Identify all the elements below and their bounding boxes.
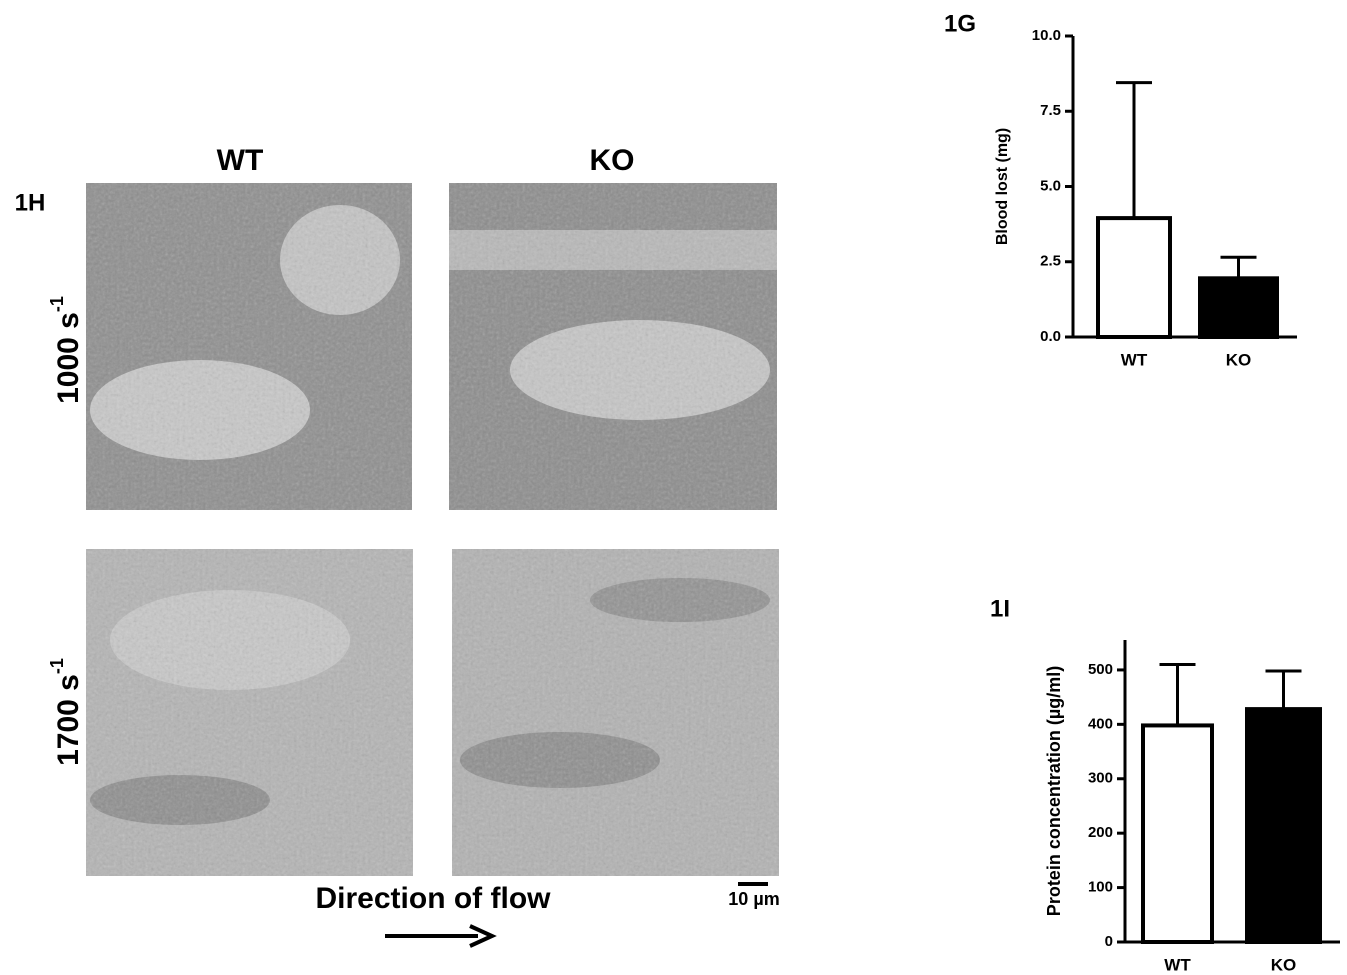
chart-title: 1G	[944, 10, 976, 37]
micrographs	[86, 183, 779, 876]
y-tick-label: 5.0	[1040, 177, 1061, 194]
column-label: KO	[590, 144, 635, 177]
x-tick-label: KO	[1271, 955, 1297, 974]
y-tick-label: 200	[1088, 824, 1113, 841]
micrograph	[452, 549, 779, 876]
row-label: 1000 s-1	[47, 296, 85, 404]
y-tick-label: 100	[1088, 879, 1113, 896]
row-exponent: -1	[47, 296, 67, 312]
row-label: 1700 s-1	[47, 658, 85, 766]
bar	[1141, 723, 1214, 944]
row-text: 1000 s	[52, 312, 85, 404]
y-tick-label: 500	[1088, 661, 1113, 678]
bar	[1245, 707, 1322, 945]
column-label: WT	[217, 144, 264, 177]
y-tick-label: 10.0	[1032, 27, 1061, 44]
y-tick-label: 0	[1105, 933, 1113, 950]
micrograph	[86, 183, 412, 510]
bar	[1198, 276, 1279, 339]
bar	[1096, 216, 1172, 339]
micrograph	[86, 549, 413, 876]
x-tick-label: KO	[1226, 350, 1252, 369]
y-tick-label: 2.5	[1040, 253, 1061, 270]
row-text: 1700 s	[52, 674, 85, 766]
row-exponent: -1	[47, 658, 67, 674]
chart-title: 1I	[990, 595, 1010, 622]
x-tick-label: WT	[1121, 350, 1148, 369]
flow-label: Direction of flow	[316, 882, 552, 915]
flow-arrow	[385, 924, 497, 948]
x-tick-label: WT	[1164, 955, 1191, 974]
y-axis-label: Blood lost (mg)	[994, 128, 1011, 245]
y-tick-label: 7.5	[1040, 102, 1061, 119]
y-tick-label: 300	[1088, 770, 1113, 787]
y-tick-label: 0.0	[1040, 328, 1061, 345]
scale-label: 10 µm	[728, 889, 779, 909]
micrograph	[449, 183, 777, 510]
panel-label: 1H	[15, 189, 46, 216]
y-axis-label: Protein concentration (µg/ml)	[1044, 666, 1064, 916]
y-tick-label: 400	[1088, 715, 1113, 732]
